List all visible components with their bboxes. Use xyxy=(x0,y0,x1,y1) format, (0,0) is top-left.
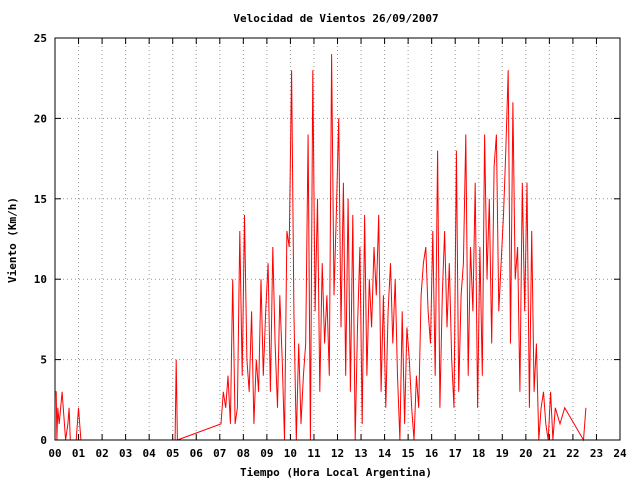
x-tick-label: 11 xyxy=(307,447,321,460)
x-tick-label: 08 xyxy=(237,447,250,460)
x-axis-ticks: 00 01 02 03 04 05 06 07 08 09 10 11 12 13 14 15 16 17 18 19… xyxy=(48,38,627,460)
x-tick-label: 21 xyxy=(543,447,557,460)
x-tick-label: 04 xyxy=(143,447,157,460)
y-tick-label: 5 xyxy=(40,354,47,367)
x-tick-label: 20 xyxy=(519,447,532,460)
x-tick-label: 22 xyxy=(566,447,579,460)
y-axis-ticks: 0 5 10 15 20 25 xyxy=(34,32,620,447)
x-tick-label: 14 xyxy=(378,447,392,460)
x-tick-label: 24 xyxy=(613,447,627,460)
x-tick-label: 17 xyxy=(449,447,462,460)
x-tick-label: 00 xyxy=(48,447,61,460)
x-tick-label: 19 xyxy=(496,447,509,460)
x-tick-label: 05 xyxy=(166,447,179,460)
x-tick-label: 02 xyxy=(95,447,108,460)
x-tick-label: 12 xyxy=(331,447,344,460)
wind-speed-series-line xyxy=(55,54,587,442)
x-tick-label: 15 xyxy=(402,447,415,460)
y-tick-label: 10 xyxy=(34,273,47,286)
x-tick-label: 03 xyxy=(119,447,132,460)
x-tick-label: 01 xyxy=(72,447,86,460)
y-tick-label: 25 xyxy=(34,32,47,45)
x-axis-label: Tiempo (Hora Local Argentina) xyxy=(240,466,432,479)
chart-title: Velocidad de Vientos 26/09/2007 xyxy=(233,12,438,25)
y-tick-label: 0 xyxy=(40,434,47,447)
x-tick-label: 07 xyxy=(213,447,226,460)
x-tick-label: 10 xyxy=(284,447,297,460)
series-group xyxy=(55,54,587,442)
x-tick-label: 23 xyxy=(590,447,603,460)
y-axis-label: Viento (Km/h) xyxy=(6,197,19,283)
x-tick-label: 16 xyxy=(425,447,439,460)
y-tick-label: 15 xyxy=(34,193,47,206)
x-tick-label: 09 xyxy=(260,447,273,460)
x-tick-label: 06 xyxy=(190,447,204,460)
x-tick-label: 13 xyxy=(354,447,367,460)
x-tick-label: 18 xyxy=(472,447,485,460)
y-tick-label: 20 xyxy=(34,112,47,125)
